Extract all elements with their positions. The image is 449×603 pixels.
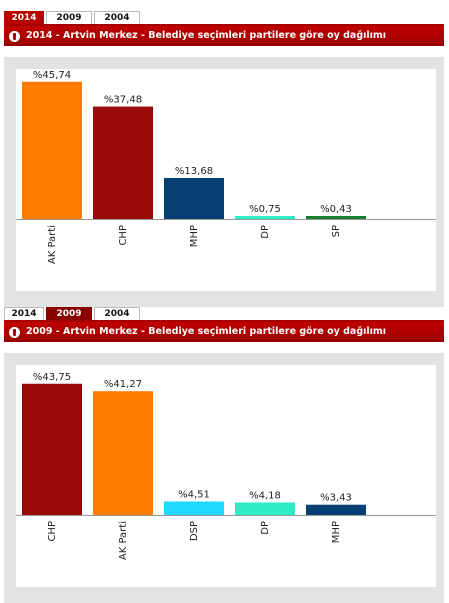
bar-dp[interactable] <box>235 216 295 219</box>
bar-chp[interactable] <box>22 383 82 515</box>
tab-2014[interactable]: 2014 <box>4 11 44 24</box>
bar-mhp[interactable] <box>164 177 224 219</box>
x-tick-label-dsp: DSP <box>189 521 200 541</box>
x-tick-label-dp: DP <box>260 521 271 535</box>
chart-title-bar: 2014 - Artvin Merkez - Belediye seçimler… <box>4 26 444 46</box>
x-tick-label-chp: CHP <box>47 521 58 542</box>
data-label-sp: %0,43 <box>320 204 352 215</box>
bar-ak-parti[interactable] <box>93 391 153 515</box>
bar-ak-parti[interactable] <box>22 81 82 219</box>
x-tick-label-ak-parti: AK Parti <box>47 225 58 264</box>
chart-title: 2014 - Artvin Merkez - Belediye seçimler… <box>26 30 387 41</box>
data-label-chp: %37,48 <box>104 95 142 106</box>
bar-chp[interactable] <box>93 106 153 219</box>
bar-chart-2009-svg: %43,75 CHP %41,27 AK Parti %4,51 DSP %4,18 DP %3… <box>16 365 436 587</box>
x-tick-label-sp: SP <box>331 225 342 237</box>
tab-2014[interactable]: 2014 <box>4 307 44 320</box>
x-tick-label-chp: CHP <box>118 225 129 246</box>
plot-area <box>16 365 436 587</box>
x-tick-label-mhp: MHP <box>331 521 342 543</box>
data-label-chp: %43,75 <box>33 372 71 383</box>
data-label-dsp: %4,51 <box>178 489 210 500</box>
data-label-dp: %0,75 <box>249 204 281 215</box>
x-tick-label-mhp: MHP <box>189 225 200 247</box>
x-tick-label-ak-parti: AK Parti <box>118 521 129 560</box>
bar-dp[interactable] <box>235 502 295 515</box>
data-label-mhp: %3,43 <box>320 493 352 504</box>
tab-2004[interactable]: 2004 <box>94 307 140 320</box>
data-label-ak-parti: %45,74 <box>33 70 71 81</box>
chart-title: 2009 - Artvin Merkez - Belediye seçimler… <box>26 326 387 337</box>
data-label-dp: %4,18 <box>249 490 281 501</box>
tab-2009[interactable]: 2009 <box>46 307 92 320</box>
bar-chart-2014: %45,74 AK Parti %37,48 CHP %13,68 MHP %0,75 DP%… <box>4 57 444 307</box>
bar-chart-2009: %43,75 CHP %41,27 AK Parti %4,51 DSP %4,18 DP %3… <box>4 353 444 603</box>
info-icon <box>9 326 20 338</box>
data-label-ak-parti: %41,27 <box>104 379 142 390</box>
panel-2009: 2014 2009 2004 2009 - Artvin Merkez - Be… <box>4 306 444 603</box>
panel-2014: 2014 2009 2004 2014 - Artvin Merkez - Be… <box>4 10 444 307</box>
plot-area <box>16 69 436 291</box>
chart-title-bar: 2009 - Artvin Merkez - Belediye seçimler… <box>4 322 444 342</box>
bar-dsp[interactable] <box>164 501 224 515</box>
x-tick-label-dp: DP <box>260 225 271 239</box>
info-icon <box>9 30 20 42</box>
data-label-mhp: %13,68 <box>175 166 213 177</box>
year-tabs: 2014 2009 2004 <box>4 10 444 26</box>
bar-sp[interactable] <box>306 216 366 219</box>
bar-mhp[interactable] <box>306 504 366 515</box>
year-tabs: 2014 2009 2004 <box>4 306 444 322</box>
tab-2004[interactable]: 2004 <box>94 11 140 24</box>
bar-chart-2014-svg: %45,74 AK Parti %37,48 CHP %13,68 MHP %0,75 DP%… <box>16 69 436 291</box>
tab-2009[interactable]: 2009 <box>46 11 92 24</box>
